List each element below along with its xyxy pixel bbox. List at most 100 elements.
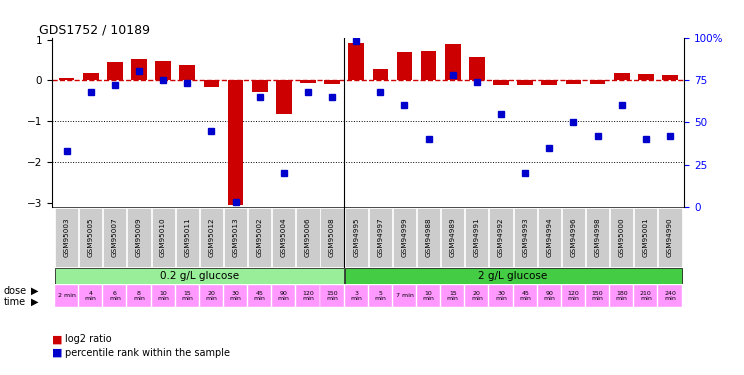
FancyBboxPatch shape — [79, 285, 102, 307]
Bar — [614, 73, 629, 80]
Text: ■: ■ — [52, 348, 62, 357]
Bar — [324, 80, 340, 84]
Bar — [565, 80, 581, 84]
Text: log2 ratio: log2 ratio — [65, 334, 112, 344]
FancyBboxPatch shape — [658, 208, 682, 267]
Text: ▶: ▶ — [31, 297, 39, 307]
Text: 2 min: 2 min — [57, 294, 75, 298]
FancyBboxPatch shape — [417, 208, 440, 267]
Text: 120
min: 120 min — [568, 291, 580, 302]
FancyBboxPatch shape — [176, 208, 199, 267]
FancyBboxPatch shape — [103, 285, 126, 307]
Bar — [107, 62, 123, 80]
FancyBboxPatch shape — [562, 208, 585, 267]
FancyBboxPatch shape — [417, 285, 440, 307]
Text: GSM95008: GSM95008 — [329, 217, 335, 257]
FancyBboxPatch shape — [441, 285, 464, 307]
FancyBboxPatch shape — [248, 208, 272, 267]
Text: 45
min: 45 min — [519, 291, 531, 302]
FancyBboxPatch shape — [344, 208, 368, 267]
Text: GDS1752 / 10189: GDS1752 / 10189 — [39, 23, 150, 36]
Text: 7 min: 7 min — [396, 294, 414, 298]
FancyBboxPatch shape — [393, 208, 416, 267]
Text: 120
min: 120 min — [302, 291, 314, 302]
Bar — [445, 44, 461, 80]
Text: 6
min: 6 min — [109, 291, 121, 302]
Text: 15
min: 15 min — [447, 291, 459, 302]
Text: 45
min: 45 min — [254, 291, 266, 302]
FancyBboxPatch shape — [441, 208, 464, 267]
Text: GSM94993: GSM94993 — [522, 217, 528, 257]
Text: 180
min: 180 min — [616, 291, 628, 302]
Bar — [373, 69, 388, 80]
FancyBboxPatch shape — [610, 208, 633, 267]
Text: 15
min: 15 min — [182, 291, 193, 302]
FancyBboxPatch shape — [224, 208, 247, 267]
FancyBboxPatch shape — [393, 285, 416, 307]
Bar — [421, 51, 437, 80]
Text: GSM95004: GSM95004 — [280, 217, 286, 257]
Text: 2 g/L glucose: 2 g/L glucose — [478, 271, 548, 281]
Text: GSM95010: GSM95010 — [160, 217, 166, 257]
FancyBboxPatch shape — [127, 285, 150, 307]
Bar — [469, 57, 485, 80]
Text: 3
min: 3 min — [350, 291, 362, 302]
Bar — [59, 78, 74, 80]
Text: 150
min: 150 min — [326, 291, 338, 302]
Bar — [300, 80, 315, 83]
FancyBboxPatch shape — [513, 285, 536, 307]
Text: time: time — [4, 297, 26, 307]
FancyBboxPatch shape — [79, 208, 102, 267]
FancyBboxPatch shape — [635, 208, 658, 267]
FancyBboxPatch shape — [200, 208, 223, 267]
FancyBboxPatch shape — [103, 208, 126, 267]
Text: GSM94992: GSM94992 — [498, 217, 504, 257]
Bar — [662, 75, 678, 80]
Text: GSM95000: GSM95000 — [619, 217, 625, 257]
Bar — [251, 80, 268, 92]
FancyBboxPatch shape — [490, 285, 513, 307]
FancyBboxPatch shape — [200, 285, 223, 307]
Text: GSM94999: GSM94999 — [402, 217, 408, 257]
FancyBboxPatch shape — [272, 208, 295, 267]
Text: GSM94995: GSM94995 — [353, 217, 359, 257]
Text: 210
min: 210 min — [640, 291, 652, 302]
FancyBboxPatch shape — [658, 285, 682, 307]
FancyBboxPatch shape — [344, 268, 682, 284]
Text: GSM94997: GSM94997 — [377, 217, 383, 257]
FancyBboxPatch shape — [321, 208, 344, 267]
FancyBboxPatch shape — [610, 285, 633, 307]
FancyBboxPatch shape — [55, 285, 78, 307]
Text: 0.2 g/L glucose: 0.2 g/L glucose — [160, 271, 239, 281]
Text: GSM95005: GSM95005 — [88, 217, 94, 257]
Text: 150
min: 150 min — [591, 291, 603, 302]
Bar — [276, 80, 292, 114]
FancyBboxPatch shape — [248, 285, 272, 307]
Bar — [542, 80, 557, 85]
Text: GSM95001: GSM95001 — [643, 217, 649, 257]
Bar — [179, 65, 195, 80]
Text: GSM95012: GSM95012 — [208, 217, 214, 257]
Text: GSM94988: GSM94988 — [426, 217, 432, 257]
FancyBboxPatch shape — [490, 208, 513, 267]
Text: 8
min: 8 min — [133, 291, 145, 302]
Text: 30
min: 30 min — [230, 291, 242, 302]
Text: 20
min: 20 min — [205, 291, 217, 302]
FancyBboxPatch shape — [369, 285, 392, 307]
FancyBboxPatch shape — [635, 285, 658, 307]
FancyBboxPatch shape — [296, 285, 319, 307]
Text: dose: dose — [4, 286, 27, 296]
Bar — [204, 80, 219, 87]
Text: ■: ■ — [52, 334, 62, 344]
FancyBboxPatch shape — [55, 268, 344, 284]
FancyBboxPatch shape — [272, 285, 295, 307]
FancyBboxPatch shape — [465, 285, 489, 307]
Text: GSM94996: GSM94996 — [571, 217, 577, 257]
FancyBboxPatch shape — [296, 208, 319, 267]
Bar — [348, 43, 364, 80]
Text: ▶: ▶ — [31, 286, 39, 296]
FancyBboxPatch shape — [513, 208, 536, 267]
Text: 5
min: 5 min — [374, 291, 386, 302]
Bar — [131, 59, 147, 80]
Text: 10
min: 10 min — [423, 291, 434, 302]
